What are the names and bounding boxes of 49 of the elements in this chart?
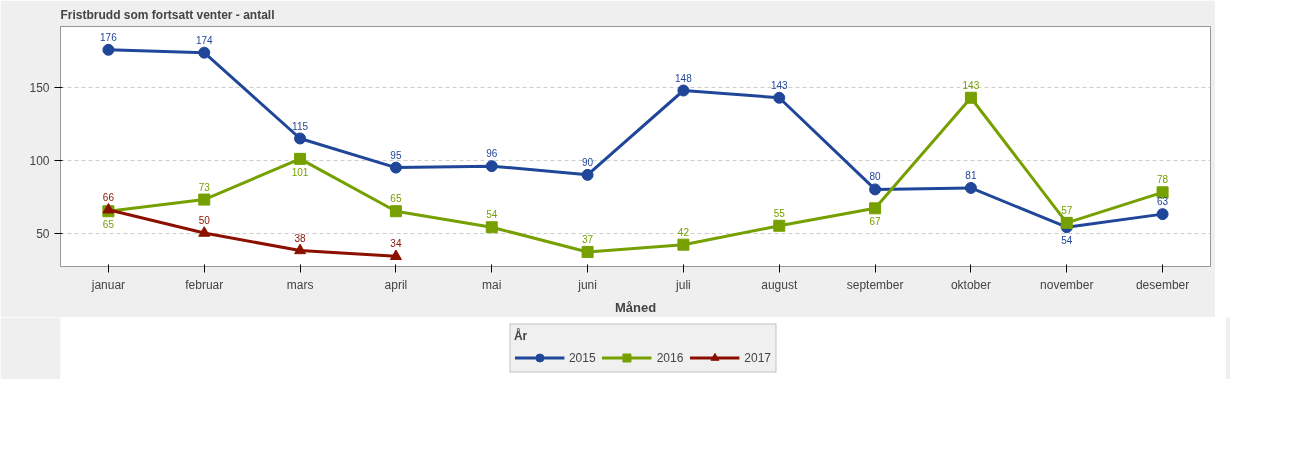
x-tick-label: desember — [1135, 277, 1190, 292]
legend-label: 2017 — [744, 350, 772, 365]
data-label: 65 — [102, 219, 115, 231]
x-tick-label: september — [846, 277, 904, 292]
x-tick-label: februar — [185, 277, 224, 292]
data-label: 55 — [773, 207, 786, 219]
x-axis-title: Måned — [614, 299, 657, 315]
data-label: 37 — [582, 233, 594, 245]
data-label: 73 — [198, 181, 211, 193]
data-label: 67 — [869, 216, 882, 228]
data-label: 66 — [102, 191, 115, 203]
data-label: 176 — [100, 31, 118, 43]
data-label: 54 — [1061, 235, 1073, 247]
y-tick-label: 150 — [29, 81, 50, 96]
data-label: 63 — [1157, 196, 1169, 208]
data-label: 57 — [1061, 204, 1073, 216]
data-label: 42 — [677, 226, 690, 238]
data-label: 115 — [292, 120, 309, 132]
data-label: 143 — [962, 79, 980, 91]
data-label: 174 — [195, 34, 214, 46]
y-tick-label: 100 — [29, 153, 50, 168]
data-label: 143 — [770, 79, 789, 91]
chart-title: Fristbrudd som fortsatt venter - antall — [60, 7, 275, 22]
legend-title: År — [513, 328, 529, 343]
data-label: 101 — [291, 166, 309, 178]
data-label: 50 — [198, 215, 211, 227]
x-tick-label: juni — [577, 277, 597, 292]
legend-label: 2015 — [568, 350, 596, 365]
data-label: 80 — [869, 171, 882, 183]
data-label: 95 — [390, 149, 402, 161]
x-tick-label: august — [761, 277, 798, 292]
x-tick-label: juli — [675, 277, 691, 292]
x-tick-label: april — [384, 277, 408, 292]
data-label: 65 — [390, 193, 402, 205]
data-label: 90 — [582, 156, 594, 168]
legend-label: 2016 — [656, 350, 684, 365]
data-label: 96 — [486, 148, 498, 160]
data-label: 81 — [965, 169, 977, 181]
data-label: 34 — [390, 238, 402, 250]
x-tick-label: oktober — [950, 277, 991, 292]
x-tick-label: november — [1040, 277, 1094, 292]
data-label: 54 — [486, 209, 498, 221]
x-tick-label: mars — [286, 277, 314, 292]
data-label: 78 — [1157, 174, 1169, 186]
y-tick-label: 50 — [36, 226, 50, 241]
data-label: 38 — [294, 232, 307, 244]
data-label: 148 — [675, 72, 693, 84]
x-tick-label: januar — [90, 277, 126, 292]
x-tick-label: mai — [482, 277, 502, 292]
